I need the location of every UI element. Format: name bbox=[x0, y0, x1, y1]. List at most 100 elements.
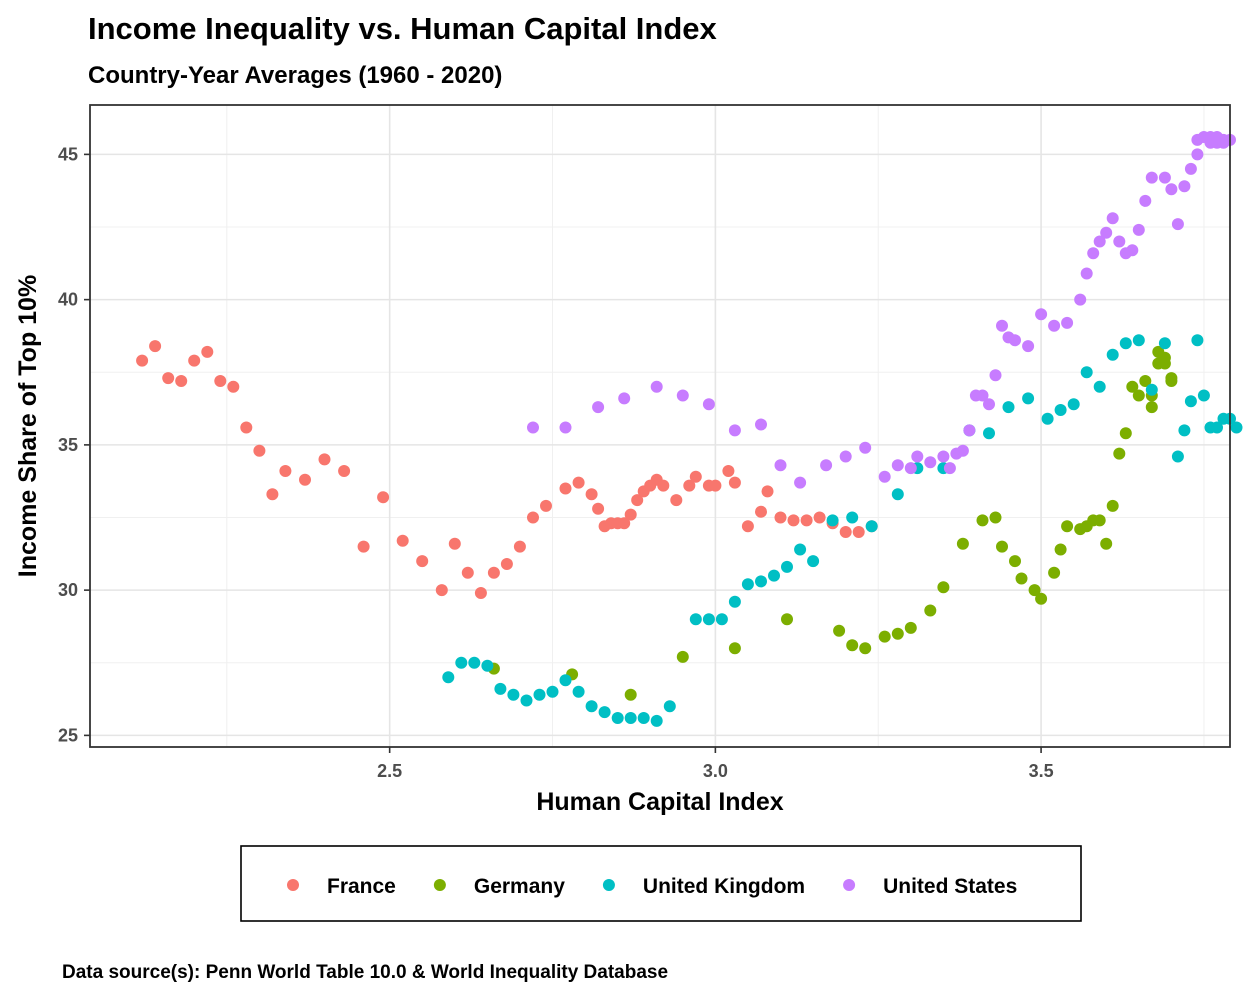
point-united-kingdom bbox=[520, 694, 533, 707]
legend-key-france bbox=[287, 879, 299, 891]
point-united-states bbox=[891, 459, 904, 472]
legend: France Germany United Kingdom United States bbox=[240, 845, 1082, 922]
point-united-kingdom bbox=[1211, 421, 1223, 434]
point-united-states bbox=[1061, 316, 1074, 329]
point-united-kingdom bbox=[689, 613, 702, 626]
point-united-states bbox=[794, 476, 807, 489]
point-united-kingdom bbox=[624, 712, 637, 724]
point-united-states bbox=[1191, 148, 1204, 161]
point-united-kingdom bbox=[1230, 421, 1243, 434]
point-france bbox=[572, 476, 585, 489]
point-germany bbox=[1139, 375, 1152, 387]
legend-key-united-kingdom bbox=[602, 879, 615, 891]
point-france bbox=[683, 479, 696, 492]
point-united-kingdom bbox=[794, 543, 807, 556]
point-united-states bbox=[559, 421, 572, 434]
point-germany bbox=[1158, 357, 1171, 370]
point-france bbox=[585, 488, 598, 501]
point-france bbox=[500, 558, 513, 570]
y-axis-title: Income Share of Top 10% bbox=[14, 275, 42, 577]
point-germany bbox=[1028, 584, 1041, 597]
point-germany bbox=[1119, 427, 1132, 440]
point-united-states bbox=[820, 459, 833, 472]
point-france bbox=[624, 508, 637, 521]
point-france bbox=[253, 444, 266, 457]
point-united-kingdom bbox=[741, 578, 754, 591]
point-united-states bbox=[911, 450, 924, 463]
point-united-kingdom bbox=[442, 671, 455, 684]
point-united-states bbox=[859, 441, 872, 454]
point-united-kingdom bbox=[1093, 380, 1106, 393]
legend-label-united-kingdom: United Kingdom bbox=[643, 875, 805, 898]
point-france bbox=[527, 511, 539, 524]
point-germany bbox=[1015, 572, 1028, 585]
point-united-states bbox=[1132, 223, 1145, 236]
point-united-kingdom bbox=[663, 700, 676, 713]
point-united-kingdom bbox=[891, 488, 904, 501]
point-france bbox=[755, 505, 767, 518]
point-germany bbox=[996, 540, 1008, 553]
legend-items: France Germany United Kingdom United States bbox=[287, 875, 1017, 898]
point-united-states bbox=[1178, 180, 1191, 193]
point-united-states bbox=[1165, 183, 1178, 196]
point-france bbox=[657, 479, 670, 492]
point-united-states bbox=[702, 398, 715, 411]
point-france bbox=[396, 534, 409, 547]
point-germany bbox=[1113, 447, 1126, 460]
point-germany bbox=[956, 537, 969, 550]
point-united-kingdom bbox=[494, 682, 507, 695]
point-united-states bbox=[1100, 226, 1113, 239]
x-tick-label: 2.5 bbox=[377, 761, 402, 781]
point-united-kingdom bbox=[1184, 395, 1197, 408]
point-united-kingdom bbox=[533, 688, 546, 701]
point-united-states bbox=[618, 392, 631, 405]
point-united-kingdom bbox=[1106, 348, 1119, 361]
point-germany bbox=[833, 624, 846, 637]
point-france bbox=[709, 479, 722, 492]
point-france bbox=[618, 517, 631, 530]
point-united-states bbox=[839, 450, 852, 463]
point-germany bbox=[1145, 401, 1158, 414]
point-united-states bbox=[1145, 171, 1158, 184]
point-united-kingdom bbox=[865, 520, 878, 533]
point-france bbox=[318, 453, 331, 466]
point-germany bbox=[1132, 389, 1145, 402]
point-france bbox=[487, 566, 500, 579]
point-france bbox=[188, 354, 201, 367]
point-germany bbox=[1048, 566, 1061, 579]
point-united-kingdom bbox=[1054, 404, 1067, 416]
point-united-kingdom bbox=[598, 706, 611, 719]
point-germany bbox=[1061, 520, 1074, 533]
point-united-states bbox=[937, 450, 950, 463]
point-france bbox=[136, 354, 149, 367]
point-united-kingdom bbox=[1178, 424, 1191, 437]
point-united-kingdom bbox=[755, 575, 767, 588]
point-united-states bbox=[1106, 212, 1119, 225]
point-france bbox=[279, 465, 292, 477]
point-united-kingdom bbox=[715, 613, 728, 626]
point-united-states bbox=[989, 369, 1002, 382]
point-united-states bbox=[1074, 293, 1087, 306]
point-united-states bbox=[1048, 319, 1061, 332]
legend-label-united-states: United States bbox=[883, 875, 1017, 898]
point-germany bbox=[1009, 555, 1021, 568]
point-united-states bbox=[1093, 235, 1106, 248]
point-united-states bbox=[650, 380, 663, 393]
y-tick-label: 40 bbox=[58, 290, 78, 310]
point-united-kingdom bbox=[637, 712, 650, 724]
point-france bbox=[689, 470, 702, 483]
point-france bbox=[266, 488, 279, 501]
point-france bbox=[722, 465, 735, 477]
point-france bbox=[800, 514, 813, 527]
point-united-states bbox=[774, 459, 787, 472]
point-united-states bbox=[1080, 267, 1093, 280]
point-united-states bbox=[1158, 171, 1171, 184]
point-united-kingdom bbox=[611, 712, 624, 724]
point-germany bbox=[1093, 514, 1106, 527]
point-united-kingdom bbox=[1022, 392, 1035, 405]
point-germany bbox=[989, 511, 1002, 524]
point-france bbox=[461, 566, 474, 579]
point-united-states bbox=[976, 389, 989, 402]
point-france bbox=[540, 499, 552, 512]
point-france bbox=[670, 494, 683, 507]
